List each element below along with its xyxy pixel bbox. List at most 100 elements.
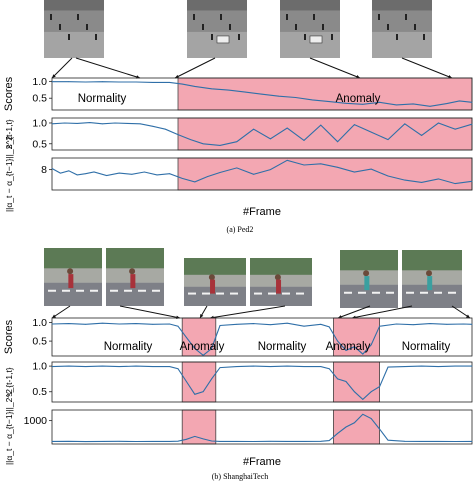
series-point <box>270 138 271 140</box>
series-point <box>118 366 120 368</box>
series-point <box>270 169 271 171</box>
plot-frame <box>51 317 473 357</box>
series-point <box>354 124 355 126</box>
series-point <box>194 393 196 395</box>
y-axis-label: Scores <box>3 319 15 354</box>
pointer-arrow <box>75 57 141 79</box>
ped2-frame-anomaly-3-person <box>414 24 416 30</box>
series-line <box>51 365 472 401</box>
series-point <box>139 123 141 125</box>
sh-frame-anomaly-4 <box>402 250 462 308</box>
pointer-arrow <box>51 305 71 319</box>
series-point <box>236 141 238 143</box>
ped2-frame-anomaly-1-person <box>229 24 231 30</box>
pointer-arrow-head <box>175 74 179 78</box>
series-point <box>303 140 305 141</box>
chart-layer: 1.0 0.5 Scores 1.0 0.5 s_{t-1,t} 8 ||α_t − α_{t… <box>3 57 473 465</box>
series-point <box>286 441 288 442</box>
series-point <box>404 179 406 181</box>
ped2-frame-normal-person <box>77 14 79 20</box>
ped2-frame-anomaly-3-grass <box>372 0 432 11</box>
series-point <box>64 122 65 124</box>
series-point <box>102 123 103 125</box>
series-point <box>379 101 380 103</box>
series-point <box>152 441 154 442</box>
y-tick-label: 1.0 <box>32 117 47 129</box>
sh-frame-normal-1-crosswalk <box>48 289 56 292</box>
series-point <box>51 123 53 125</box>
ped2-frame-anomaly-1-cart <box>216 35 230 44</box>
ped2-frame-anomaly-3-ground <box>372 31 432 58</box>
series-point <box>177 440 179 442</box>
sh-frame-anomaly-2-crosswalk <box>254 292 262 295</box>
pointer-arrow <box>401 57 453 79</box>
ped2-frame-anomaly-2-grass <box>280 0 340 11</box>
sh-frame-anomaly-3-crosswalk <box>386 291 394 294</box>
series-point <box>354 391 355 393</box>
ped2-frame-anomaly-2-cart <box>309 35 323 44</box>
pointer-arrow <box>51 57 73 79</box>
ped2-frame-anomaly-2-person <box>295 24 297 30</box>
series-point <box>85 366 86 368</box>
series-point <box>219 145 221 146</box>
series-point <box>471 441 473 442</box>
y-tick-label: 0.5 <box>32 138 47 150</box>
series-point <box>370 418 372 419</box>
series-point <box>102 322 103 324</box>
plot-frame <box>51 409 473 445</box>
y-axis-label: s_{t-1,t} <box>4 367 14 396</box>
series-point <box>152 323 154 325</box>
sh-frame-normal-2-crosswalk <box>110 289 118 292</box>
pointer-arrow-line <box>51 57 73 79</box>
sh-frame-normal-1-trees <box>44 248 102 269</box>
sh-frame-normal-2-crosswalk <box>124 289 132 292</box>
sh-frame-normal-2-road <box>106 282 164 306</box>
pointer-arrow-line <box>51 305 71 319</box>
series-point <box>370 391 372 393</box>
pointer-arrow-line <box>75 57 141 79</box>
series-point <box>421 441 422 442</box>
ped2-frame-anomaly-2-person <box>322 24 324 30</box>
sh-frame-normal-1-body <box>68 274 74 289</box>
ped2-frame-anomaly-1-person <box>211 34 213 40</box>
sh-frame-anomaly-2-body <box>276 279 282 294</box>
series-point <box>320 323 322 325</box>
series-point <box>337 378 338 380</box>
image-layer <box>44 0 462 308</box>
series-point <box>463 323 464 325</box>
series-point <box>102 365 103 367</box>
y-tick-label: 1.0 <box>32 76 47 88</box>
plot-frame <box>51 77 473 111</box>
sh-frame-anomaly-4-crosswalk <box>406 291 414 294</box>
pointer-arrow-head <box>176 315 180 319</box>
series-point <box>454 128 456 130</box>
series-point <box>345 381 347 382</box>
pointer-arrow-head <box>466 314 470 318</box>
series-line <box>51 413 473 443</box>
text-layer: #Frame (a) Ped2 #Frame (b) ShanghaiTech <box>212 206 281 481</box>
panel-b-xlabel: #Frame <box>243 456 281 468</box>
sh-frame-normal-1 <box>44 248 102 306</box>
sh-frame-anomaly-1-road <box>184 286 246 306</box>
series-point <box>328 101 330 102</box>
series-point <box>261 93 263 95</box>
anomaly-region <box>177 157 473 191</box>
y-axis-label: ||α_t − α_{t−1}||_2^2 <box>4 389 14 465</box>
series-point <box>253 323 255 324</box>
series-point <box>328 326 330 328</box>
series-point <box>135 323 137 324</box>
series-point <box>169 173 171 175</box>
series-point <box>202 391 204 393</box>
series-point <box>286 365 288 367</box>
region-label: Normality <box>258 341 307 353</box>
series-point <box>118 323 120 325</box>
series-point <box>471 101 473 103</box>
series-point <box>438 366 439 368</box>
series-point <box>169 441 171 442</box>
sh-frame-normal-1-crosswalk <box>62 289 70 292</box>
series-point <box>68 170 70 172</box>
sh-frame-normal-1-head <box>67 268 74 275</box>
sh-frame-anomaly-2-crosswalk <box>296 292 304 295</box>
ped2-frame-anomaly-3-person <box>378 14 380 20</box>
sh-frame-normal-2-body <box>130 274 136 289</box>
